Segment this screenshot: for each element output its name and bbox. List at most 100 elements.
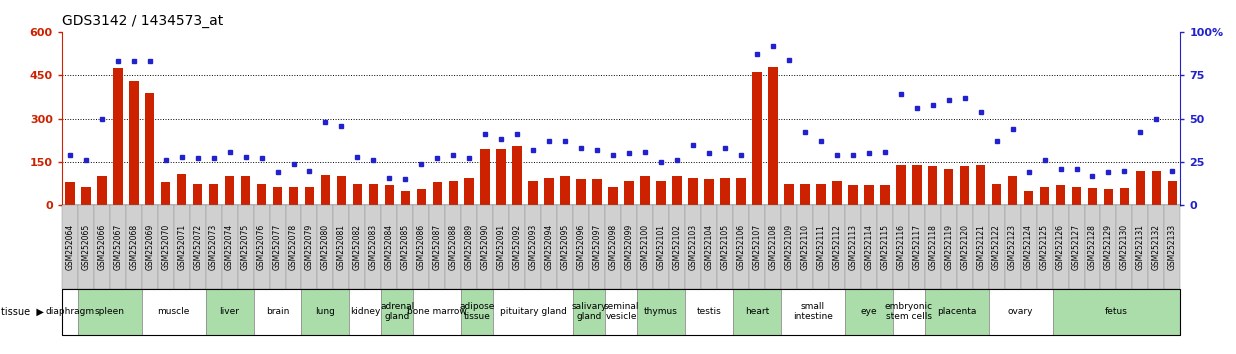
Bar [800,184,810,205]
Bar [497,149,506,205]
Bar [1023,191,1033,205]
Bar [737,178,745,205]
Bar [1056,185,1065,205]
Text: GSM252073: GSM252073 [209,224,218,270]
Text: GSM252109: GSM252109 [785,224,794,270]
Bar [816,184,826,205]
Text: GSM252122: GSM252122 [993,224,1001,270]
Text: GSM252113: GSM252113 [848,224,858,270]
Bar [1152,171,1161,205]
Bar [257,184,266,205]
Bar [656,181,666,205]
Text: GSM252081: GSM252081 [337,224,346,270]
Bar [576,179,586,205]
Text: GDS3142 / 1434573_at: GDS3142 / 1434573_at [62,14,222,28]
Text: GSM252089: GSM252089 [465,224,473,270]
Bar [368,184,378,205]
Bar [864,185,874,205]
Text: GSM252095: GSM252095 [561,224,570,270]
Bar [305,187,314,205]
Text: GSM252128: GSM252128 [1088,224,1098,270]
Text: GSM252101: GSM252101 [656,224,665,270]
Text: GSM252079: GSM252079 [305,224,314,270]
Text: GSM252124: GSM252124 [1025,224,1033,270]
Bar [976,165,985,205]
Text: GSM252076: GSM252076 [257,224,266,270]
Text: small
intestine: small intestine [794,302,833,321]
Bar [1136,171,1146,205]
Text: GSM252084: GSM252084 [384,224,394,270]
Text: GSM252116: GSM252116 [896,224,905,270]
Bar [241,176,251,205]
Bar [529,181,538,205]
Text: liver: liver [220,307,240,316]
Bar [784,184,794,205]
Bar [82,187,90,205]
Text: GSM252107: GSM252107 [753,224,761,270]
Text: ovary: ovary [1007,307,1033,316]
Text: GSM252091: GSM252091 [497,224,506,270]
Bar [624,181,634,205]
Text: heart: heart [745,307,769,316]
Bar [991,184,1001,205]
Text: GSM252088: GSM252088 [449,224,457,270]
Text: GSM252068: GSM252068 [130,224,138,270]
Text: GSM252097: GSM252097 [592,224,602,270]
Text: thymus: thymus [644,307,679,316]
Text: GSM252085: GSM252085 [400,224,410,270]
Bar [640,176,650,205]
Text: GSM252069: GSM252069 [145,224,154,270]
Text: muscle: muscle [157,307,190,316]
Text: GSM252083: GSM252083 [368,224,378,270]
Text: GSM252093: GSM252093 [529,224,538,270]
Text: GSM252106: GSM252106 [737,224,745,270]
Bar [96,176,106,205]
Text: GSM252066: GSM252066 [98,224,106,270]
Bar [225,176,235,205]
Text: GSM252131: GSM252131 [1136,224,1145,270]
Bar [1168,181,1177,205]
Text: GSM252121: GSM252121 [976,224,985,270]
Text: GSM252117: GSM252117 [912,224,921,270]
Bar [544,178,554,205]
Bar [896,165,906,205]
Text: GSM252096: GSM252096 [577,224,586,270]
Text: GSM252125: GSM252125 [1039,224,1049,270]
Text: GSM252074: GSM252074 [225,224,234,270]
Bar [352,184,362,205]
Bar [672,176,682,205]
Text: tissue  ▶: tissue ▶ [1,307,44,316]
Text: GSM252133: GSM252133 [1168,224,1177,270]
Bar [1088,188,1098,205]
Text: GSM252094: GSM252094 [545,224,554,270]
Bar [1072,187,1082,205]
Text: GSM252126: GSM252126 [1056,224,1065,270]
Bar [465,178,475,205]
Text: GSM252067: GSM252067 [114,224,122,270]
Bar [209,184,219,205]
Text: adrenal
gland: adrenal gland [381,302,414,321]
Text: lung: lung [315,307,335,316]
Text: GSM252102: GSM252102 [672,224,681,270]
Bar [832,181,842,205]
Bar [289,187,298,205]
Text: GSM252075: GSM252075 [241,224,250,270]
Text: GSM252090: GSM252090 [481,224,489,270]
Bar [320,175,330,205]
Text: spleen: spleen [95,307,125,316]
Bar [608,187,618,205]
Bar [112,68,122,205]
Text: fetus: fetus [1105,307,1128,316]
Bar [193,184,203,205]
Text: GSM252082: GSM252082 [353,224,362,270]
Text: pituitary gland: pituitary gland [499,307,566,316]
Bar [560,176,570,205]
Text: GSM252115: GSM252115 [880,224,889,270]
Text: kidney: kidney [350,307,381,316]
Bar [912,165,922,205]
Text: testis: testis [697,307,722,316]
Text: seminal
vesicle: seminal vesicle [603,302,639,321]
Bar [449,181,459,205]
Text: GSM252127: GSM252127 [1072,224,1082,270]
Bar [753,72,761,205]
